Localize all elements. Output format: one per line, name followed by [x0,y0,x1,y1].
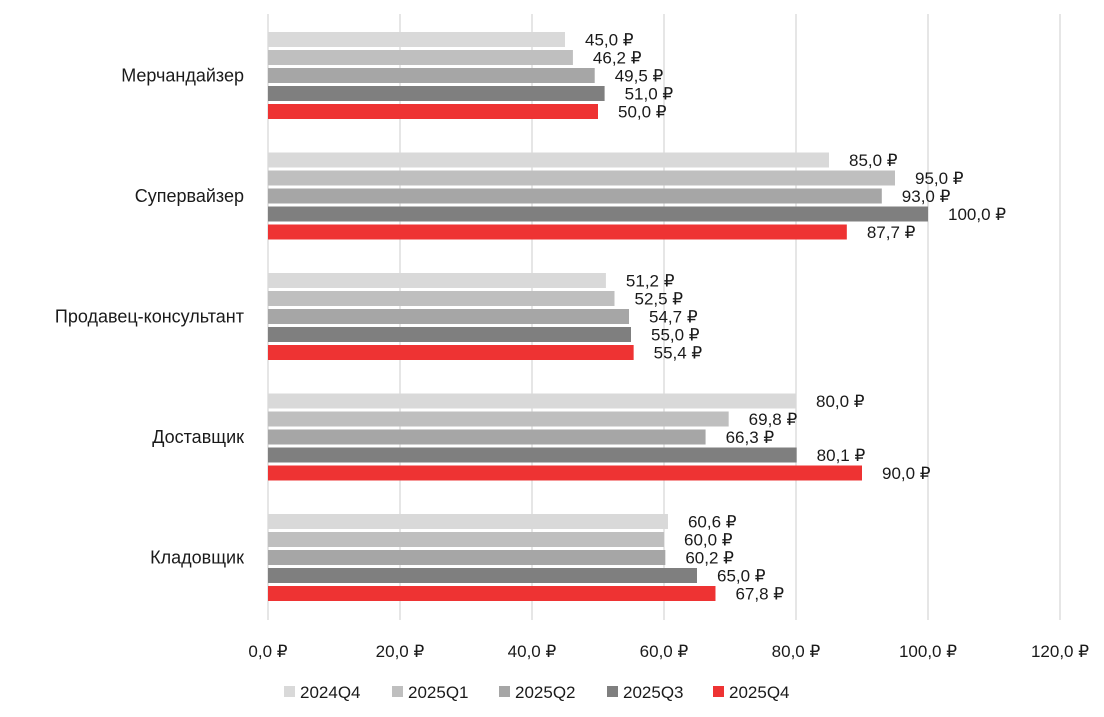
legend-swatch [713,686,724,697]
legend-label: 2025Q4 [729,683,790,702]
data-label: 100,0 ₽ [948,205,1006,224]
data-label: 65,0 ₽ [717,567,766,586]
data-label: 60,2 ₽ [685,549,734,568]
bar [268,447,797,463]
x-tick-label: 80,0 ₽ [772,642,821,661]
bar [268,104,598,119]
data-label: 95,0 ₽ [915,169,964,188]
data-label: 66,3 ₽ [726,428,775,447]
category-label: Мерчандайзер [121,66,244,86]
x-tick-label: 100,0 ₽ [899,642,957,661]
bar [268,152,829,168]
category-label: Кладовщик [150,548,244,568]
category-label: Продавец-консультант [55,307,244,327]
data-label: 51,0 ₽ [625,85,674,104]
bar [268,32,565,47]
data-label: 90,0 ₽ [882,464,931,483]
bar [268,188,882,204]
legend-label: 2024Q4 [300,683,361,702]
x-tick-label: 40,0 ₽ [508,642,557,661]
bar [268,393,796,409]
bar [268,291,615,306]
data-label: 51,2 ₽ [626,272,675,291]
legend-swatch [607,686,618,697]
bar [268,86,605,101]
data-label: 60,0 ₽ [684,531,733,550]
bar [268,465,862,481]
data-label: 55,4 ₽ [654,344,703,363]
data-label: 50,0 ₽ [618,103,667,122]
data-label: 45,0 ₽ [585,31,634,50]
data-label: 85,0 ₽ [849,151,898,170]
legend-label: 2025Q2 [515,683,576,702]
bar [268,273,606,288]
data-label: 87,7 ₽ [867,223,916,242]
x-tick-label: 120,0 ₽ [1031,642,1089,661]
data-label: 60,6 ₽ [688,513,737,532]
x-tick-label: 20,0 ₽ [376,642,425,661]
data-label: 52,5 ₽ [635,290,684,309]
data-label: 67,8 ₽ [735,585,784,604]
legend-swatch [499,686,510,697]
legend-swatch [284,686,295,697]
legend-label: 2025Q3 [623,683,684,702]
bar [268,586,716,601]
data-label: 46,2 ₽ [593,49,642,68]
category-label: Доставщик [152,427,244,447]
data-label: 93,0 ₽ [902,187,951,206]
bar [268,429,706,445]
bar [268,568,697,583]
data-label: 49,5 ₽ [615,67,664,86]
bar [268,50,573,65]
bar [268,224,847,240]
data-label: 69,8 ₽ [749,410,798,429]
bar [268,345,634,360]
data-label: 54,7 ₽ [649,308,698,327]
legend-label: 2025Q1 [408,683,469,702]
x-tick-label: 0,0 ₽ [248,642,287,661]
bar [268,309,630,324]
category-label: Супервайзер [135,186,244,206]
bar [268,514,668,529]
data-label: 80,0 ₽ [816,392,865,411]
bar [268,550,666,565]
data-label: 55,0 ₽ [651,326,700,345]
bar [268,170,895,186]
legend-swatch [392,686,403,697]
bar [268,411,729,427]
x-tick-label: 60,0 ₽ [640,642,689,661]
bar [268,68,595,83]
bar [268,327,631,342]
data-label: 80,1 ₽ [817,446,866,465]
bar [268,532,664,547]
bar [268,206,928,222]
